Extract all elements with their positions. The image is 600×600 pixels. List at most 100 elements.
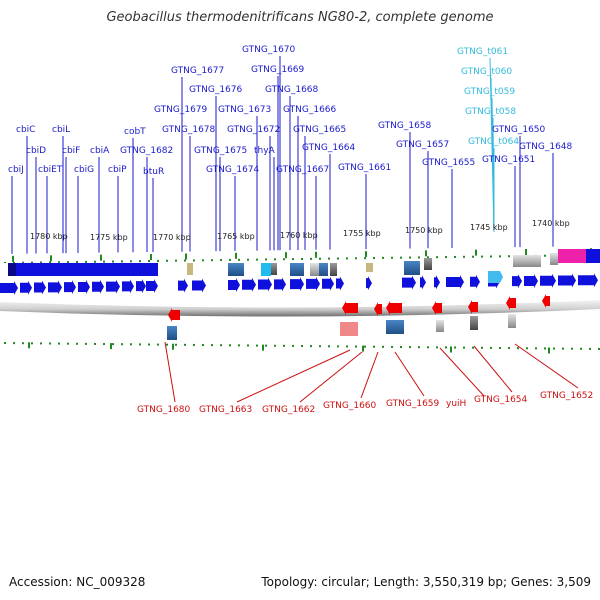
gene-block-reverse[interactable] [508, 314, 516, 328]
gene-label-reverse[interactable]: GTNG_1680 [137, 405, 191, 415]
gene-label-forward[interactable]: cbiG [74, 165, 94, 175]
gene-arrow-forward[interactable] [402, 275, 416, 290]
gene-block-forward[interactable] [513, 255, 541, 267]
gene-arrow-forward[interactable] [64, 280, 76, 295]
gene-label-forward[interactable]: btuR [143, 167, 164, 177]
gene-label-reverse[interactable]: GTNG_1662 [262, 405, 315, 415]
gene-arrow-forward[interactable] [242, 277, 256, 292]
gene-arrow-forward[interactable] [366, 276, 372, 291]
gene-arrow-forward[interactable] [558, 273, 576, 288]
gene-arrow-forward[interactable] [420, 275, 426, 290]
gene-arrow-reverse[interactable] [432, 301, 442, 315]
gene-label-forward[interactable]: GTNG_1672 [227, 125, 280, 135]
gene-label-forward[interactable]: cobT [124, 127, 146, 137]
gene-arrow-forward[interactable] [290, 277, 304, 292]
gene-arrow-forward[interactable] [336, 276, 344, 291]
gene-block-forward[interactable] [187, 263, 193, 275]
gene-label-forward[interactable]: cbiF [62, 146, 80, 156]
gene-block-forward[interactable] [271, 263, 277, 275]
gene-arrow-forward[interactable] [92, 279, 104, 294]
gene-label-forward[interactable]: GTNG_1670 [242, 45, 296, 55]
gene-label-forward[interactable]: GTNG_1651 [482, 155, 535, 165]
gene-arrow-forward[interactable] [274, 277, 286, 292]
gene-block-forward[interactable] [550, 253, 558, 265]
gene-block-forward[interactable] [404, 261, 420, 275]
gene-arrow-reverse[interactable] [342, 301, 358, 315]
gene-label-forward[interactable]: GTNG_1674 [206, 165, 260, 175]
gene-label-forward[interactable]: cbiA [90, 146, 110, 156]
gene-label-forward[interactable]: cbiC [16, 125, 35, 135]
gene-block-forward[interactable] [310, 263, 319, 276]
gene-label-forward[interactable]: GTNG_1669 [251, 65, 305, 75]
gene-label-reverse[interactable]: GTNG_1652 [540, 391, 593, 401]
gene-label-reverse[interactable]: GTNG_1660 [323, 401, 377, 411]
gene-label-rna[interactable]: GTNG_t058 [465, 107, 516, 117]
gene-label-rna[interactable]: GTNG_t059 [464, 87, 515, 97]
gene-block-reverse[interactable] [470, 316, 478, 330]
gene-label-forward[interactable]: GTNG_1682 [120, 146, 173, 156]
gene-block-forward[interactable] [8, 263, 16, 276]
gene-label-forward[interactable]: cbiD [26, 146, 46, 156]
gene-block-forward[interactable] [424, 258, 432, 270]
gene-label-forward[interactable]: cbiJ [8, 165, 24, 175]
gene-block-forward[interactable] [290, 263, 304, 276]
gene-arrow-forward[interactable] [178, 278, 188, 293]
gene-arrow-forward[interactable] [540, 273, 556, 288]
gene-label-forward[interactable]: GTNG_1677 [171, 66, 224, 76]
gene-label-forward[interactable]: GTNG_1650 [492, 125, 546, 135]
gene-label-reverse[interactable]: yuiH [446, 399, 466, 409]
gene-arrow-forward[interactable] [524, 274, 538, 289]
gene-arrow-reverse[interactable] [168, 308, 180, 322]
gene-label-reverse[interactable]: GTNG_1659 [386, 399, 440, 409]
gene-arrow-forward[interactable] [122, 279, 134, 294]
gene-arrow-trna[interactable] [488, 271, 503, 283]
gene-label-forward[interactable]: GTNG_1676 [189, 85, 243, 95]
gene-arrow-forward[interactable] [470, 274, 480, 289]
gene-arrow-forward[interactable] [434, 275, 440, 290]
gene-block-forward[interactable] [558, 249, 586, 263]
gene-label-forward[interactable]: GTNG_1664 [302, 143, 356, 153]
gene-block-forward[interactable] [0, 263, 9, 276]
gene-block-forward[interactable] [319, 263, 328, 276]
gene-label-rna[interactable]: GTNG_t061 [457, 47, 508, 57]
gene-label-forward[interactable]: GTNG_1665 [293, 125, 346, 135]
gene-arrow-forward[interactable] [136, 279, 146, 294]
gene-block-forward[interactable] [228, 263, 244, 276]
gene-arrow-forward[interactable] [78, 279, 90, 294]
gene-label-forward[interactable]: cbiL [52, 125, 70, 135]
gene-label-forward[interactable]: thyA [254, 146, 276, 156]
gene-label-forward[interactable]: GTNG_1668 [265, 85, 319, 95]
gene-arrow-forward[interactable] [306, 276, 320, 291]
gene-label-forward[interactable]: cbiP [108, 165, 127, 175]
trna-block[interactable] [261, 263, 271, 276]
gene-label-forward[interactable]: GTNG_1678 [162, 125, 216, 135]
gene-arrow-forward[interactable] [146, 279, 158, 294]
gene-arrow-forward[interactable] [34, 280, 46, 295]
gene-arrow-reverse[interactable] [468, 300, 478, 314]
gene-label-forward[interactable]: GTNG_1658 [378, 121, 432, 131]
gene-label-forward[interactable]: GTNG_1657 [396, 140, 449, 150]
gene-arrow-reverse[interactable] [506, 296, 516, 310]
gene-arrow-forward[interactable] [0, 281, 18, 295]
gene-label-rna[interactable]: GTNG_t064 [468, 137, 519, 147]
gene-arrow-forward[interactable] [20, 280, 32, 295]
gene-block-forward[interactable] [330, 263, 337, 276]
gene-block-reverse[interactable] [340, 322, 358, 336]
gene-block-reverse[interactable] [167, 326, 177, 340]
gene-arrow-reverse[interactable] [542, 294, 550, 308]
gene-arrow-forward[interactable] [446, 275, 464, 290]
gene-block-forward[interactable] [586, 249, 600, 263]
gene-arrow-forward[interactable] [258, 277, 272, 292]
gene-label-forward[interactable]: GTNG_1667 [276, 165, 329, 175]
gene-label-forward[interactable]: GTNG_1655 [422, 158, 475, 168]
gene-label-forward[interactable]: cbiET [38, 165, 63, 175]
gene-label-forward[interactable]: GTNG_1673 [218, 105, 271, 115]
gene-arrow-forward[interactable] [106, 279, 120, 294]
gene-label-forward[interactable]: GTNG_1675 [194, 146, 247, 156]
gene-block-reverse[interactable] [436, 320, 444, 332]
gene-arrow-reverse[interactable] [374, 302, 382, 316]
gene-arrow-forward[interactable] [578, 273, 598, 288]
gene-arrow-reverse[interactable] [386, 301, 402, 315]
gene-arrow-forward[interactable] [48, 280, 62, 295]
gene-arrow-forward[interactable] [192, 278, 206, 293]
